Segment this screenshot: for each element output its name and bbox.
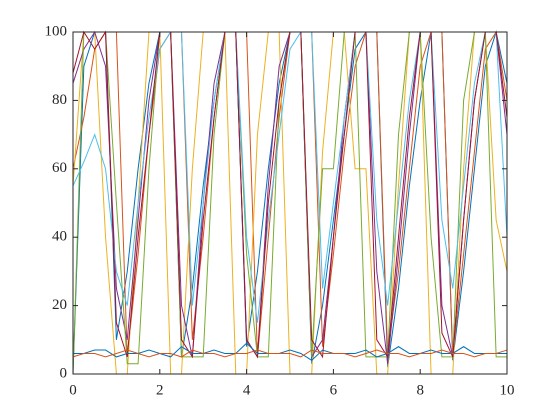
y-tick-label: 40	[52, 229, 67, 245]
x-tick-label: 4	[243, 382, 251, 398]
series-line	[72, 31, 508, 323]
axes-box	[72, 31, 508, 375]
x-tick-label: 0	[69, 382, 77, 398]
series-line	[73, 342, 507, 361]
series-line	[72, 349, 508, 358]
x-tick-label: 8	[416, 382, 424, 398]
x-tick-label: 10	[500, 382, 515, 398]
y-tick-label: 100	[45, 23, 68, 39]
y-tick-label: 20	[52, 297, 67, 313]
y-tick-label: 60	[52, 160, 67, 176]
x-tick-label: 6	[330, 382, 338, 398]
y-tick-label: 0	[60, 365, 68, 381]
y-tick-label: 80	[52, 92, 67, 108]
x-tick-label: 2	[156, 382, 164, 398]
